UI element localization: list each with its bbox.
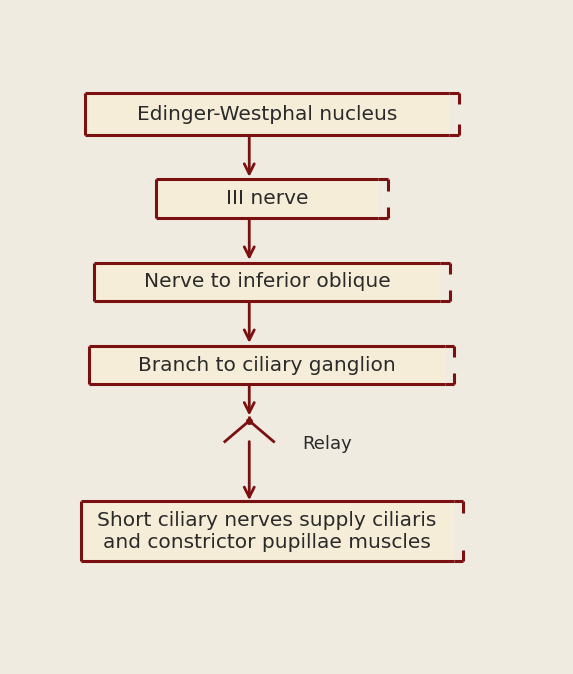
Bar bbox=[94, 263, 440, 301]
Text: Short ciliary nerves supply ciliaris
and constrictor pupillae muscles: Short ciliary nerves supply ciliaris and… bbox=[97, 511, 437, 551]
Bar bbox=[80, 501, 454, 561]
Bar bbox=[89, 346, 445, 384]
Text: Branch to ciliary ganglion: Branch to ciliary ganglion bbox=[138, 355, 396, 375]
Bar bbox=[156, 179, 378, 218]
Text: Nerve to inferior oblique: Nerve to inferior oblique bbox=[144, 272, 390, 291]
Text: Edinger-Westphal nucleus: Edinger-Westphal nucleus bbox=[137, 104, 397, 123]
Text: III nerve: III nerve bbox=[226, 189, 308, 208]
Text: Relay: Relay bbox=[303, 435, 352, 453]
Bar bbox=[85, 93, 449, 135]
